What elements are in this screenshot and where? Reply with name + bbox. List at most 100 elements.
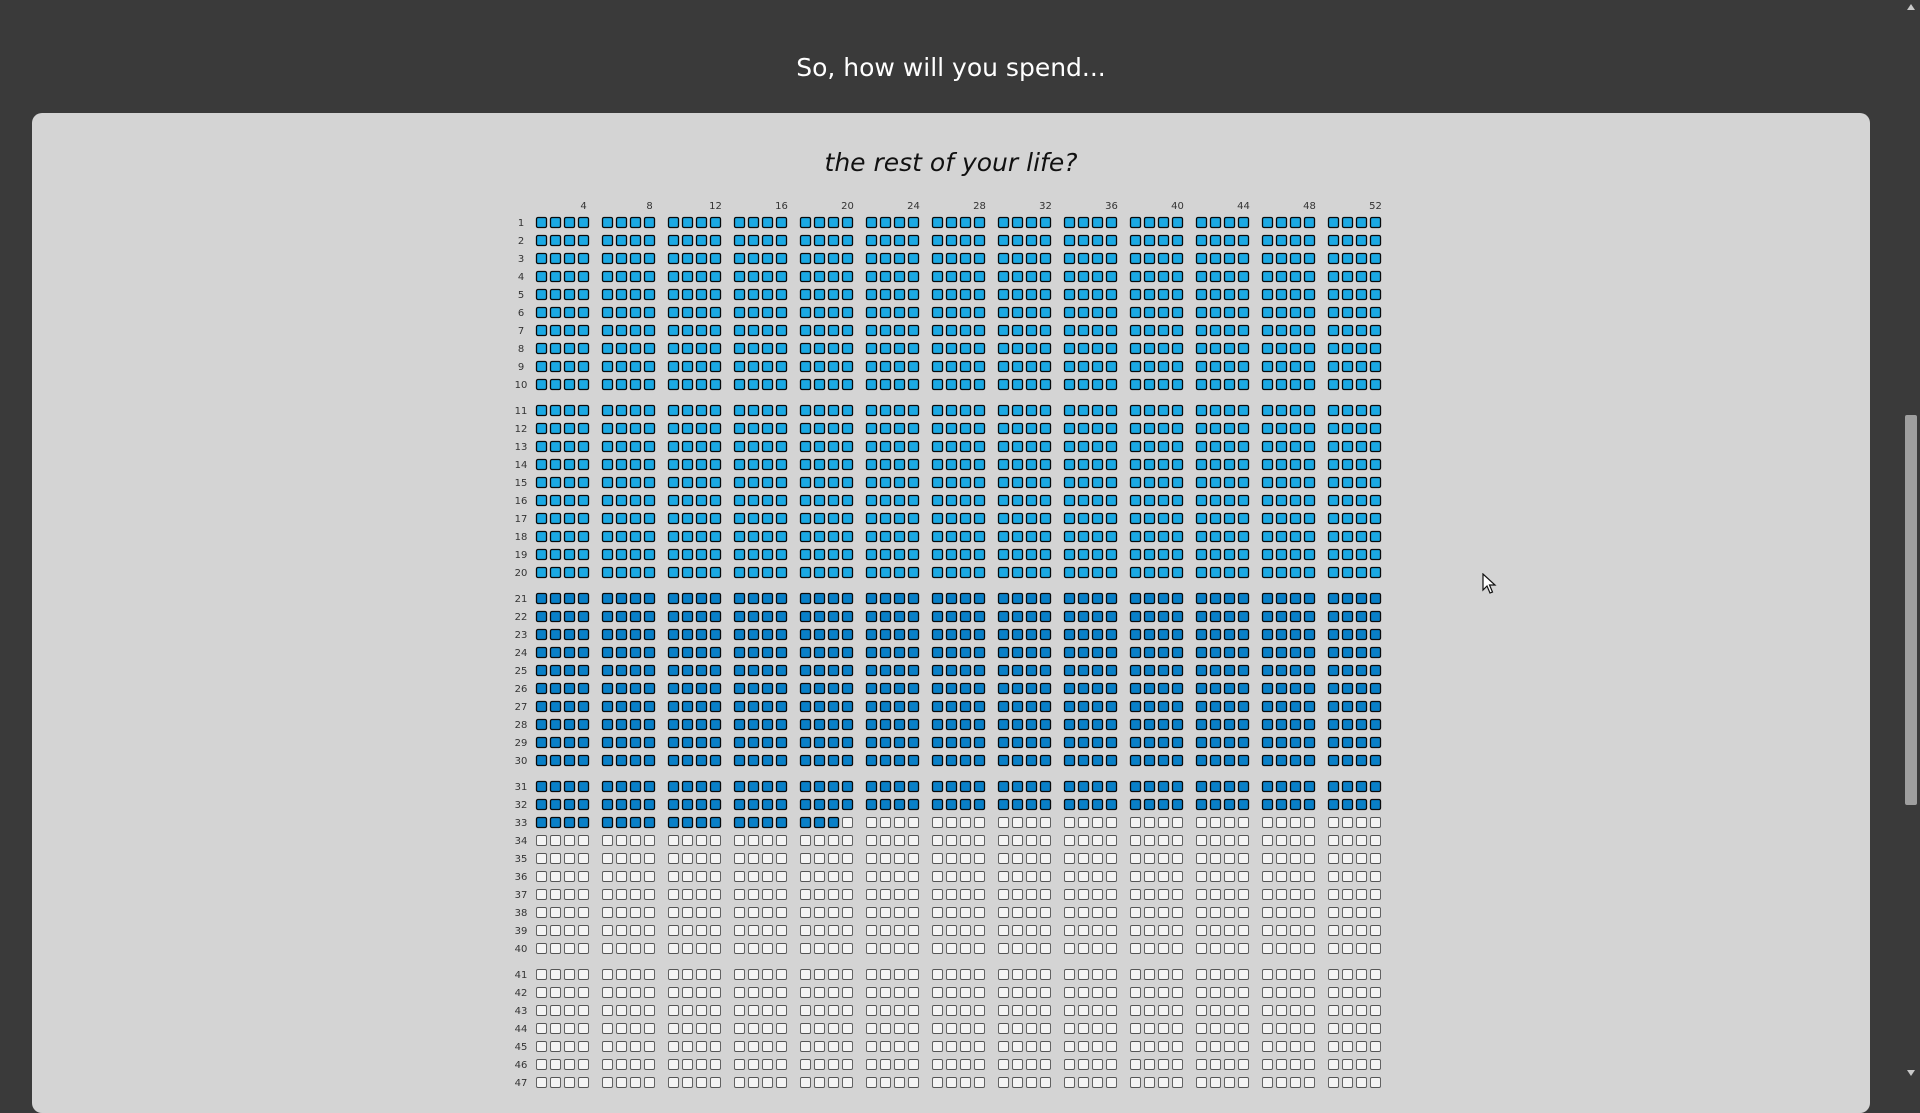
week-box-lived [945,458,958,471]
week-box-lived [813,324,826,337]
week-box-lived [1289,288,1302,301]
week-box-lived [813,270,826,283]
week-box-future [1210,835,1221,846]
week-box-lived [907,270,920,283]
week-box-lived [1275,664,1288,677]
week-box-lived [563,816,576,829]
week-box-lived [1341,476,1354,489]
week-box-lived [997,646,1010,659]
week-box-lived [865,342,878,355]
week-box-lived [761,566,774,579]
week-box-lived [1195,422,1208,435]
week-box-lived [747,610,760,623]
chevron-down-icon[interactable] [1907,1070,1915,1076]
week-box-lived [733,592,746,605]
week-box-lived [827,664,840,677]
week-box-future [1238,969,1249,980]
week-box-future [682,987,693,998]
week-box-lived [761,494,774,507]
week-box-future [1304,987,1315,998]
week-box-lived [1039,700,1052,713]
week-box-future [880,853,891,864]
week-box-lived [1261,270,1274,283]
week-box-future [710,1023,721,1034]
week-box-future [974,1005,985,1016]
week-box-future [668,987,679,998]
week-box-lived [959,754,972,767]
week-box-lived [747,548,760,561]
week-box-lived [1157,440,1170,453]
week-box-future [602,1077,613,1088]
week-box-lived [747,566,760,579]
week-box-future [1276,925,1287,936]
week-box-lived [799,270,812,283]
vertical-scrollbar[interactable] [1902,0,1920,1080]
week-box-lived [1143,736,1156,749]
week-box-lived [1341,378,1354,391]
week-box-lived [827,646,840,659]
week-box-future [668,871,679,882]
week-box-lived [629,548,642,561]
week-box-lived [1341,306,1354,319]
week-box-lived [1063,252,1076,265]
week-box-lived [907,476,920,489]
week-box-lived [1223,476,1236,489]
week-box-lived [1275,440,1288,453]
week-box-future [696,853,707,864]
week-box-future [564,925,575,936]
chevron-up-icon[interactable] [1907,4,1915,10]
week-box-future [1370,1023,1381,1034]
week-box-lived [577,494,590,507]
week-box-future [616,889,627,900]
week-box-future [564,1041,575,1052]
week-box-lived [1341,682,1354,695]
week-box-future [1370,987,1381,998]
week-box-future [828,835,839,846]
week-box-lived [1025,342,1038,355]
week-box-lived [775,798,788,811]
week-box-future [814,853,825,864]
week-box-lived [1355,234,1368,247]
week-box-future [1238,925,1249,936]
week-box-lived [945,548,958,561]
week-box-lived [601,440,614,453]
week-box-lived [879,234,892,247]
week-box-future [748,1041,759,1052]
week-box-lived [643,566,656,579]
week-box-future [762,871,773,882]
week-box-future [1026,925,1037,936]
week-box-lived [931,216,944,229]
week-box-lived [1289,736,1302,749]
week-box-lived [1223,700,1236,713]
week-box-future [1064,1077,1075,1088]
week-box-lived [813,736,826,749]
week-box-future [578,925,589,936]
week-box-future [616,987,627,998]
week-box-future [842,889,853,900]
week-box-lived [1209,512,1222,525]
week-box-lived [799,288,812,301]
week-box-lived [709,700,722,713]
week-box-lived [1011,252,1024,265]
week-box-lived [643,440,656,453]
week-box-future [1276,987,1287,998]
week-box-lived [893,530,906,543]
week-box-future [1304,1077,1315,1088]
week-box-lived [761,628,774,641]
week-box-lived [827,288,840,301]
scrollbar-thumb[interactable] [1905,415,1917,805]
week-box-lived [893,476,906,489]
week-box-lived [959,306,972,319]
week-box-future [974,1023,985,1034]
week-box-lived [1143,664,1156,677]
week-box-lived [1105,592,1118,605]
week-box-lived [1237,378,1250,391]
week-box-future [630,835,641,846]
week-box-lived [601,682,614,695]
week-box-lived [1327,378,1340,391]
year-row-label: 36 [515,872,528,883]
week-box-lived [1195,458,1208,471]
week-box-lived [1369,324,1382,337]
week-box-future [578,871,589,882]
week-box-lived [1237,270,1250,283]
